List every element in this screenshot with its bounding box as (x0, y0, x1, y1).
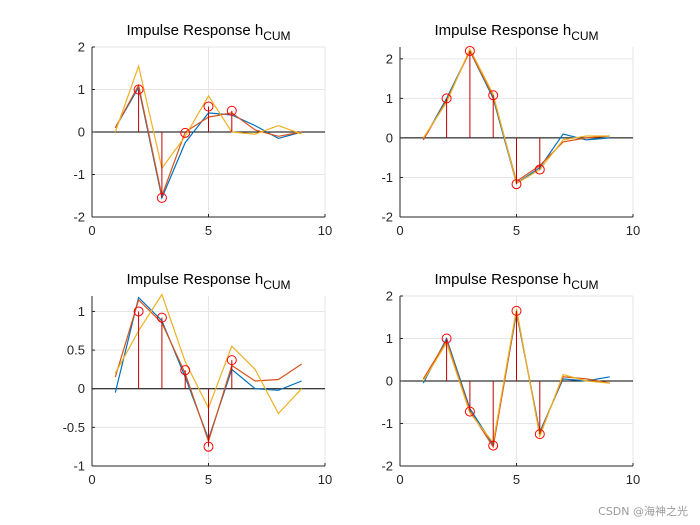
subplot-1: 0 5 10 -2 -1 0 1 2 Impulse Response hCUM (73, 22, 332, 238)
subplot-4: 0 5 10 -2 -1 0 1 2 Impulse Response hCUM (381, 271, 640, 487)
y-tick-label: -2 (381, 459, 393, 474)
stem-marker (133, 306, 144, 317)
stem-marker (226, 105, 237, 116)
stem-marker (180, 127, 191, 138)
stem-marker (156, 192, 167, 203)
y-tick-label: 2 (386, 51, 393, 66)
subplot-title: Impulse Response hCUM (126, 22, 290, 43)
stem-marker (203, 441, 214, 452)
x-tick-label: 10 (318, 223, 332, 238)
y-tick-label: -1 (73, 459, 85, 474)
y-tick-label: 1 (78, 82, 85, 97)
y-tick-label: 0.5 (67, 343, 85, 358)
stem-marker (511, 179, 522, 190)
y-tick-label: -1 (381, 416, 393, 431)
y-tick-label: 1 (386, 331, 393, 346)
stem-marker (156, 312, 167, 323)
stem-marker (203, 101, 214, 112)
x-tick-label: 0 (88, 472, 95, 487)
y-tick-label: 2 (386, 289, 393, 304)
y-tick-label: 0 (386, 374, 393, 389)
stem-marker (180, 365, 191, 376)
subplot-title: Impulse Response hCUM (126, 271, 290, 292)
x-tick-label: 0 (396, 223, 403, 238)
y-tick-label: 0 (78, 381, 85, 396)
series-line-yellow (114, 63, 302, 170)
stem-marker (441, 93, 452, 104)
watermark: CSDN @海神之光 (598, 505, 688, 518)
stem-marker (534, 429, 545, 440)
x-tick-label: 10 (626, 223, 640, 238)
stem-marker (464, 406, 475, 417)
y-tick-label: -2 (73, 210, 85, 225)
x-tick-label: 5 (513, 472, 520, 487)
stem-marker (226, 355, 237, 366)
subplot-3: 0 5 10 -1 -0.5 0 0.5 1 Impulse Response hCUM (63, 271, 333, 487)
y-tick-label: -1 (381, 170, 393, 185)
y-tick-label: 1 (78, 304, 85, 319)
stem-marker (133, 84, 144, 95)
x-tick-label: 0 (88, 223, 95, 238)
stem-marker (441, 333, 452, 344)
y-tick-label: -1 (73, 167, 85, 182)
stem-marker (534, 164, 545, 175)
x-tick-label: 0 (396, 472, 403, 487)
stem-marker (488, 90, 499, 101)
stem-marker (511, 305, 522, 316)
series-line-yellow (422, 308, 610, 445)
x-tick-label: 5 (205, 472, 212, 487)
subplot-title: Impulse Response hCUM (434, 22, 598, 43)
y-tick-label: 1 (386, 91, 393, 106)
subplot-title: Impulse Response hCUM (434, 271, 598, 292)
stem-marker (464, 45, 475, 56)
subplot-2: 0 5 10 -2 -1 0 1 2 Impulse Response hCUM (381, 22, 640, 238)
y-tick-label: 0 (386, 130, 393, 145)
y-tick-label: 2 (78, 40, 85, 55)
x-tick-label: 10 (626, 472, 640, 487)
y-tick-label: -0.5 (63, 420, 85, 435)
x-tick-label: 10 (318, 472, 332, 487)
y-tick-label: -2 (381, 210, 393, 225)
x-tick-label: 5 (205, 223, 212, 238)
stem-marker (488, 440, 499, 451)
x-tick-label: 5 (513, 223, 520, 238)
y-tick-label: 0 (78, 125, 85, 140)
